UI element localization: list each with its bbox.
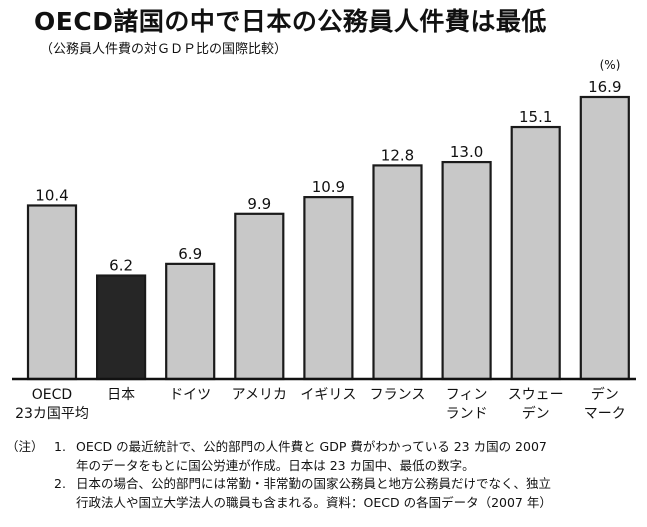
bar [579, 95, 630, 381]
chart-title: OECD諸国の中で日本の公務員人件費は最低 [34, 7, 547, 36]
category-label: フランス [370, 387, 426, 403]
data-label: 12.8 [381, 146, 414, 164]
data-label: 9.9 [247, 195, 271, 213]
bar [510, 125, 561, 381]
data-label: 16.9 [588, 78, 621, 96]
category-label: デン [522, 405, 550, 422]
data-label: 6.2 [109, 257, 133, 275]
footnote-2: 2. 日本の場合、公的部門には常勤・非常勤の国家公務員と地方公務員だけでなく、独… [6, 475, 642, 512]
data-label: 10.4 [35, 186, 68, 204]
bar-chart: (%) 10.4 OECD 23カ国平均 6.2 日本 6.9 ドイツ 9.9 アメリカ 10.9 イ… [12, 58, 636, 422]
category-label: ドイツ [169, 387, 211, 403]
chart-subtitle: （公務員人件費の対ＧＤＰ比の国際比較） [40, 42, 288, 57]
footnote-text: 年のデータをもとに国公労連が作成。日本は 23 カ国中、最低の数字。 [76, 457, 475, 473]
category-label: 23カ国平均 [15, 406, 89, 422]
unit-label: (%) [600, 58, 621, 72]
data-label: 10.9 [312, 178, 345, 196]
footnotes: （注） 1. OECD の最近統計で、公的部門の人件費と GDP 費がわかってい… [6, 438, 642, 512]
bar [234, 212, 285, 381]
footnote-number: 2. [54, 476, 66, 491]
bar [303, 196, 354, 381]
data-label: 6.9 [178, 245, 202, 263]
category-label: OECD [32, 387, 72, 403]
data-label: 13.0 [450, 143, 483, 161]
category-label: デン [591, 386, 619, 403]
category-label: アメリカ [232, 387, 287, 403]
category-label: マーク [584, 406, 626, 422]
bar [26, 204, 78, 381]
bar [372, 164, 423, 381]
footnote-text: 行政法人や国立大学法人の職員も含まれる。資料：OECD の各国データ（2007 … [76, 494, 552, 510]
category-label: 日本 [107, 387, 135, 403]
bar [441, 160, 492, 381]
data-label: 15.1 [519, 108, 552, 126]
footnote-text: OECD の最近統計で、公的部門の人件費と GDP 費がわかっている 23 カ国… [76, 439, 547, 454]
footnote-number: 1. [54, 439, 66, 454]
footnote-prefix: （注） [6, 439, 44, 454]
bar [95, 274, 147, 381]
footnote-1: （注） 1. OECD の最近統計で、公的部門の人件費と GDP 費がわかってい… [6, 438, 642, 475]
category-label: ランド [446, 406, 488, 422]
category-label: スウェー [508, 387, 564, 403]
footnote-text: 日本の場合、公的部門には常勤・非常勤の国家公務員と地方公務員だけでなく、独立 [76, 476, 552, 491]
bar [165, 262, 216, 381]
category-label: フィン [446, 387, 488, 403]
category-label: イギリス [300, 387, 356, 403]
